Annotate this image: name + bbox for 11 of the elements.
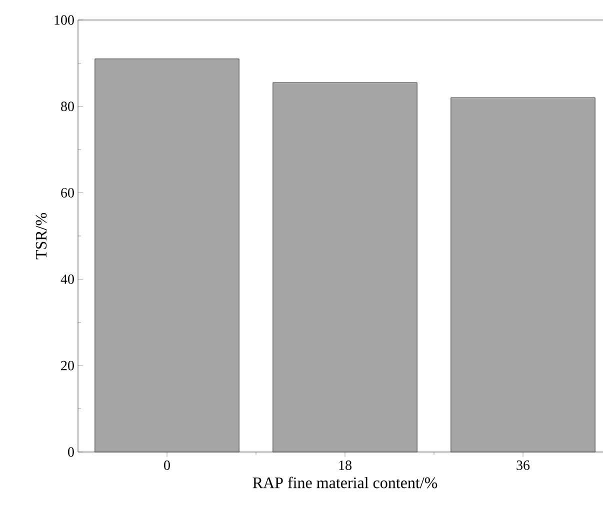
y-tick-label: 0 [68, 447, 74, 457]
x-tick-label: 18 [339, 460, 352, 470]
y-tick-label: 40 [60, 274, 74, 284]
x-tick-label: 0 [164, 460, 170, 470]
y-tick-label: 20 [61, 360, 74, 370]
y-tick-label: 100 [54, 15, 74, 25]
y-axis-title: TSR/% [36, 212, 47, 260]
x-axis-title: RAP fine material content/% [252, 476, 438, 488]
y-tick-label: 60 [61, 188, 74, 198]
y-tick-label: 80 [61, 102, 74, 112]
x-tick-label: 36 [516, 460, 530, 470]
